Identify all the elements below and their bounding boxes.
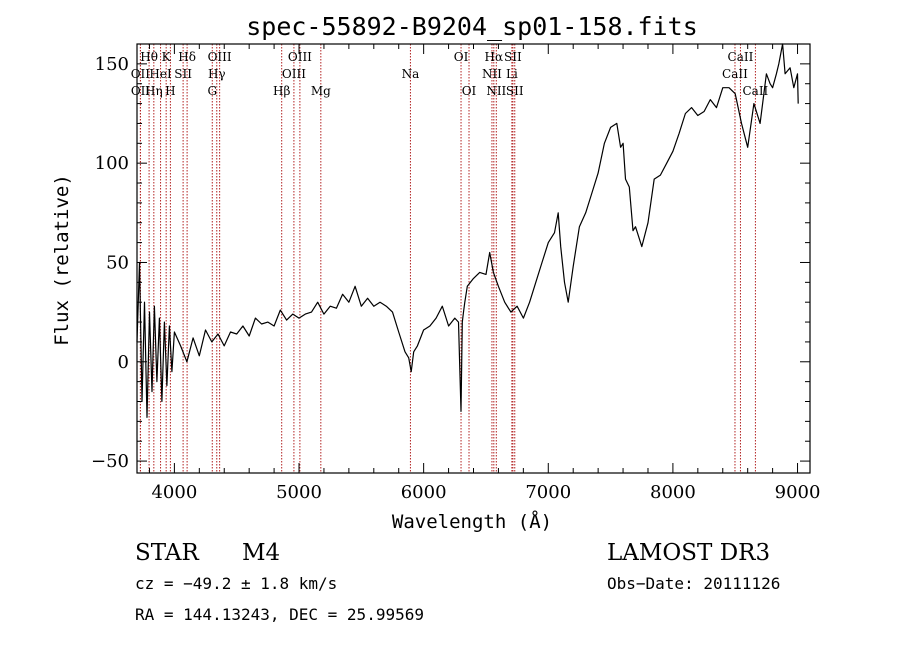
y-tick-label: 150 [95, 54, 129, 75]
line-label-11: G [207, 84, 217, 98]
line-label-3: OII [131, 84, 151, 98]
survey-name: LAMOST DR3 [607, 540, 770, 566]
line-label-23: Li [506, 67, 518, 81]
plot-frame [136, 43, 811, 474]
line-label-5: K [162, 50, 172, 64]
line-label-17: OI [454, 50, 469, 64]
object-type: STAR [135, 540, 199, 566]
x-axis-label: Wavelength (Å) [392, 510, 552, 533]
y-tick-label: 50 [106, 252, 129, 273]
line-label-4: HeI [149, 67, 172, 81]
line-label-6: H [165, 84, 175, 98]
x-tick-label: 8000 [650, 482, 696, 503]
line-label-16: Na [402, 67, 420, 81]
line-label-24: SII [506, 84, 524, 98]
line-label-9: OIII [208, 50, 232, 64]
x-tick-label: 4000 [151, 482, 197, 503]
line-label-15: Mg [311, 84, 331, 98]
line-label-13: OIII [282, 67, 306, 81]
line-label-14: Hβ [273, 84, 290, 98]
line-label-19: Hα [485, 50, 504, 64]
chart-title: spec-55892-B9204_sp01-158.fits [246, 12, 698, 41]
line-label-26: CaII [722, 67, 748, 81]
line-label-27: CaII [742, 84, 768, 98]
line-markers [139, 44, 756, 473]
obs-date: Obs−Date: 20111126 [607, 574, 780, 593]
x-tick-label: 5000 [276, 482, 322, 503]
line-label-7: Hδ [178, 50, 196, 64]
y-tick-label: 0 [118, 352, 129, 373]
line-label-18: OI [462, 84, 477, 98]
y-tick-label: −50 [91, 451, 129, 472]
x-tick-label: 7000 [525, 482, 571, 503]
line-label-25: CaII [728, 50, 754, 64]
line-label-21: NII [486, 84, 506, 98]
line-label-22: SII [504, 50, 522, 64]
y-tick-label: 100 [95, 153, 129, 174]
coordinates: RA = 144.13243, DEC = 25.99569 [135, 605, 424, 624]
redshift-cz: cz = −49.2 ± 1.8 km/s [135, 574, 337, 593]
y-axis: −50 0 50 100 150 [91, 54, 810, 472]
line-label-12: OIII [288, 50, 312, 64]
line-label-8: SII [174, 67, 192, 81]
line-label-1: OII [131, 67, 151, 81]
line-label-20: NII [482, 67, 502, 81]
line-label-10: Hγ [208, 67, 226, 81]
x-tick-label: 6000 [401, 482, 447, 503]
x-axis: 4000 5000 6000 7000 8000 9000 [148, 44, 821, 503]
spectrum-line [136, 43, 799, 418]
y-axis-label: Flux (relative) [51, 174, 73, 346]
line-label-0: Hθ [140, 50, 158, 64]
x-tick-label: 9000 [775, 482, 821, 503]
subclass: M4 [242, 540, 280, 566]
line-label-2: Hη [145, 84, 163, 98]
